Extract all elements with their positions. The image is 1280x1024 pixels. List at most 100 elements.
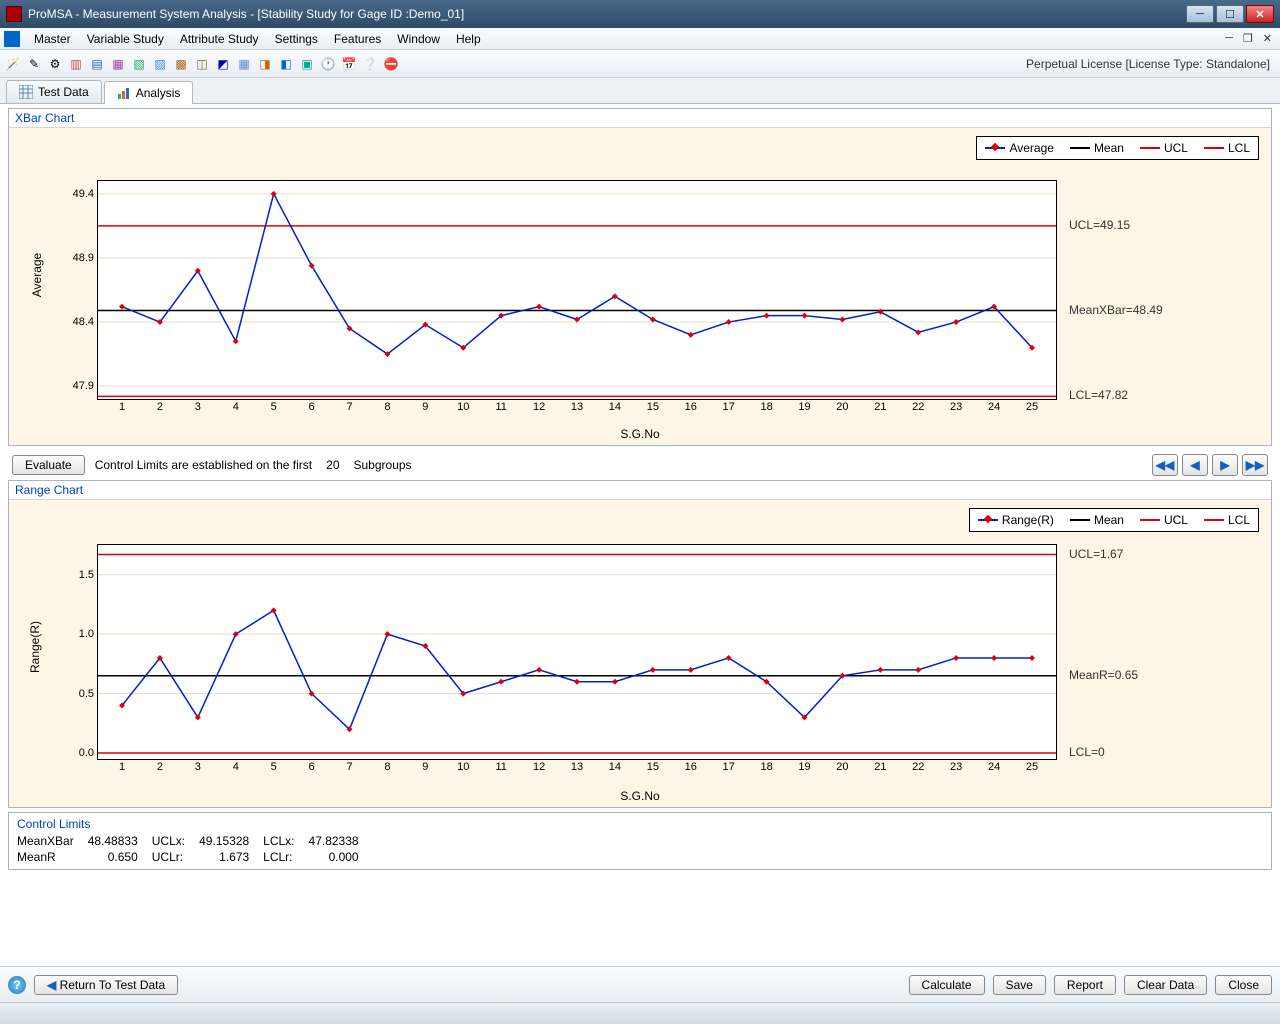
xbar-mean-label: MeanXBar=48.49 [1069, 303, 1163, 317]
xtick-label: 24 [988, 401, 1000, 413]
ytick-label: 1.5 [79, 569, 94, 581]
clear-data-button[interactable]: Clear Data [1124, 975, 1207, 995]
cl-value: 1.673 [199, 849, 263, 865]
xtick-label: 21 [874, 761, 886, 773]
chart-icon [117, 86, 131, 100]
legend-item: UCL [1140, 513, 1188, 527]
tool-chart4-icon[interactable]: ▧ [130, 55, 148, 73]
range-plot: 0.00.51.01.51234567891011121314151617181… [97, 544, 1057, 760]
tool-gear-icon[interactable]: ⚙ [46, 55, 64, 73]
cl-label: UCLr: [152, 849, 199, 865]
menu-settings[interactable]: Settings [267, 29, 326, 49]
menu-window[interactable]: Window [389, 29, 448, 49]
range-chart-title: Range Chart [9, 481, 1271, 499]
nav-last-button[interactable]: ▶▶ [1242, 454, 1268, 476]
tool-calendar-icon[interactable]: 📅 [340, 55, 358, 73]
tool-chart1-icon[interactable]: ▥ [67, 55, 85, 73]
control-limits-text-pre: Control Limits are established on the fi… [95, 458, 312, 472]
window-maximize-button[interactable]: ☐ [1216, 5, 1244, 23]
xtick-label: 4 [233, 401, 239, 413]
range-ylabel: Range(R) [28, 621, 42, 673]
tab-test-data-label: Test Data [38, 85, 89, 99]
tool-chart11-icon[interactable]: ▣ [298, 55, 316, 73]
nav-next-button[interactable]: ▶ [1212, 454, 1238, 476]
xtick-label: 20 [836, 761, 848, 773]
xbar-lcl-label: LCL=47.82 [1069, 388, 1128, 402]
tab-test-data[interactable]: Test Data [6, 80, 102, 103]
xtick-label: 3 [195, 401, 201, 413]
help-icon[interactable]: ? [8, 976, 26, 994]
range-svg [98, 545, 1056, 759]
tool-help-icon[interactable]: ❔ [361, 55, 379, 73]
tool-wand-icon[interactable]: 🪄 [4, 55, 22, 73]
cl-value: 49.15328 [199, 833, 263, 849]
tool-pencil-icon[interactable]: ✎ [25, 55, 43, 73]
cl-value: 0.000 [309, 849, 373, 865]
xtick-label: 24 [988, 761, 1000, 773]
calculate-button[interactable]: Calculate [909, 975, 985, 995]
mdi-minimize-button[interactable]: ─ [1221, 32, 1237, 45]
ytick-label: 0.5 [79, 688, 94, 700]
mdi-restore-button[interactable]: ❐ [1239, 32, 1257, 45]
tab-analysis[interactable]: Analysis [104, 81, 194, 104]
evaluate-button[interactable]: Evaluate [12, 455, 85, 475]
tool-chart5-icon[interactable]: ▨ [151, 55, 169, 73]
tool-clock-icon[interactable]: 🕐 [319, 55, 337, 73]
tool-chart9-icon[interactable]: ◨ [256, 55, 274, 73]
close-button[interactable]: Close [1215, 975, 1272, 995]
menu-master[interactable]: Master [26, 29, 79, 49]
license-label: Perpetual License [License Type: Standal… [1026, 57, 1276, 71]
ytick-label: 1.0 [79, 628, 94, 640]
xtick-label: 11 [495, 401, 506, 413]
xtick-label: 1 [119, 401, 125, 413]
ytick-label: 49.4 [73, 188, 94, 200]
nav-first-button[interactable]: ◀◀ [1152, 454, 1178, 476]
tool-grid1-icon[interactable]: ▦ [235, 55, 253, 73]
tool-stop-icon[interactable]: ⛔ [382, 55, 400, 73]
range-chart-area: Range(R)MeanUCLLCL Range(R) 0.00.51.01.5… [9, 499, 1271, 807]
nav-prev-button[interactable]: ◀ [1182, 454, 1208, 476]
app-menu-icon [4, 31, 20, 47]
menu-attribute-study[interactable]: Attribute Study [172, 29, 267, 49]
xtick-label: 12 [533, 761, 545, 773]
window-close-button[interactable]: ✕ [1246, 5, 1274, 23]
xtick-label: 9 [422, 401, 428, 413]
tool-chart6-icon[interactable]: ▩ [172, 55, 190, 73]
menu-help[interactable]: Help [448, 29, 489, 49]
xtick-label: 17 [723, 401, 735, 413]
cl-value: 48.48833 [88, 833, 152, 849]
app-icon [6, 6, 22, 22]
xbar-chart-title: XBar Chart [9, 109, 1271, 127]
xtick-label: 25 [1026, 401, 1038, 413]
xtick-label: 15 [647, 761, 659, 773]
mdi-close-button[interactable]: ✕ [1259, 32, 1276, 45]
window-minimize-button[interactable]: ─ [1186, 5, 1214, 23]
content-area: XBar Chart AverageMeanUCLLCL Average 47.… [0, 104, 1280, 966]
tool-chart2-icon[interactable]: ▤ [88, 55, 106, 73]
window-title: ProMSA - Measurement System Analysis - [… [28, 7, 1186, 21]
xbar-svg [98, 181, 1056, 399]
report-button[interactable]: Report [1054, 975, 1116, 995]
tool-chart10-icon[interactable]: ◧ [277, 55, 295, 73]
return-to-test-data-button[interactable]: ◀ Return To Test Data [34, 975, 178, 995]
xtick-label: 15 [647, 401, 659, 413]
legend-item: UCL [1140, 141, 1188, 155]
window-titlebar: ProMSA - Measurement System Analysis - [… [0, 0, 1280, 28]
save-button[interactable]: Save [993, 975, 1046, 995]
cl-label: UCLx: [152, 833, 199, 849]
cl-value: 47.82338 [309, 833, 373, 849]
xbar-ylabel: Average [30, 253, 44, 297]
xtick-label: 9 [422, 761, 428, 773]
menu-features[interactable]: Features [326, 29, 389, 49]
xbar-chart-box: XBar Chart AverageMeanUCLLCL Average 47.… [8, 108, 1272, 446]
menu-variable-study[interactable]: Variable Study [79, 29, 172, 49]
xbar-legend: AverageMeanUCLLCL [976, 136, 1259, 160]
tool-chart8-icon[interactable]: ◩ [214, 55, 232, 73]
tool-chart7-icon[interactable]: ◫ [193, 55, 211, 73]
xtick-label: 11 [495, 761, 506, 773]
control-limits-table: MeanXBar 48.48833 UCLx: 49.15328 LCLx: 4… [17, 833, 373, 865]
xbar-ucl-label: UCL=49.15 [1069, 218, 1130, 232]
tool-chart3-icon[interactable]: ▦ [109, 55, 127, 73]
range-chart-box: Range Chart Range(R)MeanUCLLCL Range(R) … [8, 480, 1272, 808]
ytick-label: 48.4 [73, 316, 94, 328]
